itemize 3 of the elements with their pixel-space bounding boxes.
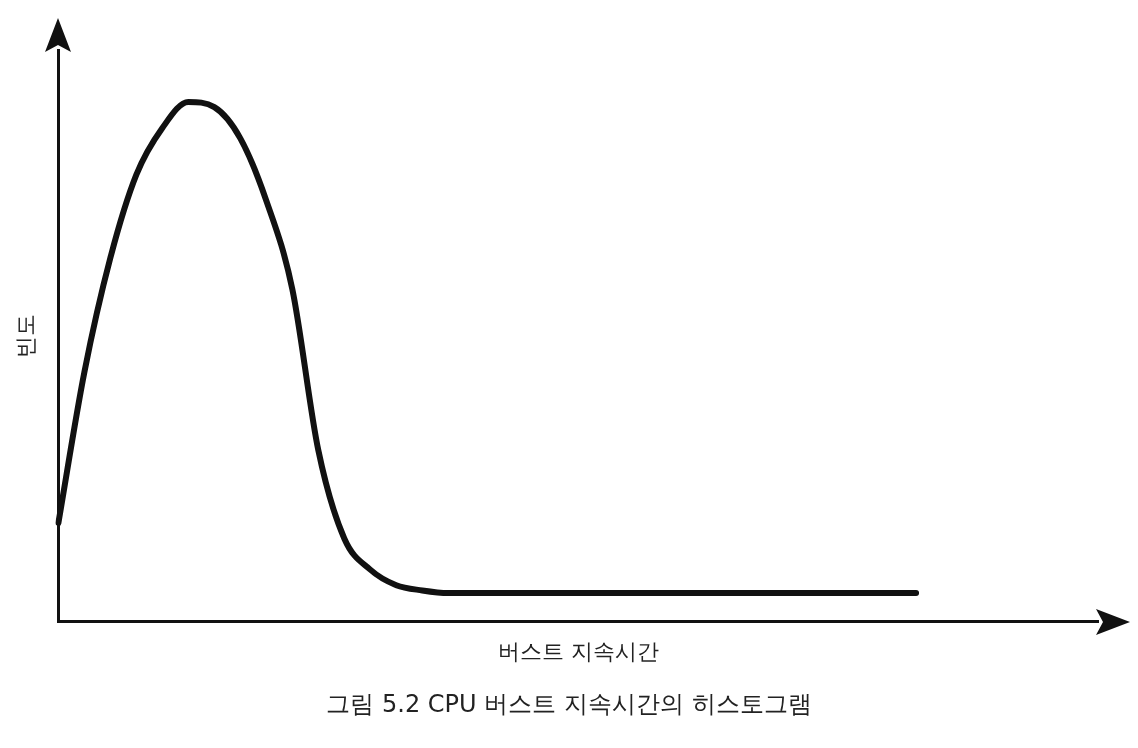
y-axis-title: 빈도	[12, 313, 38, 358]
x-axis-title: 버스트 지속시간	[497, 638, 659, 664]
text: 그림 5.2 CPU 버스트 지속시간의 히스토그램	[325, 689, 813, 720]
